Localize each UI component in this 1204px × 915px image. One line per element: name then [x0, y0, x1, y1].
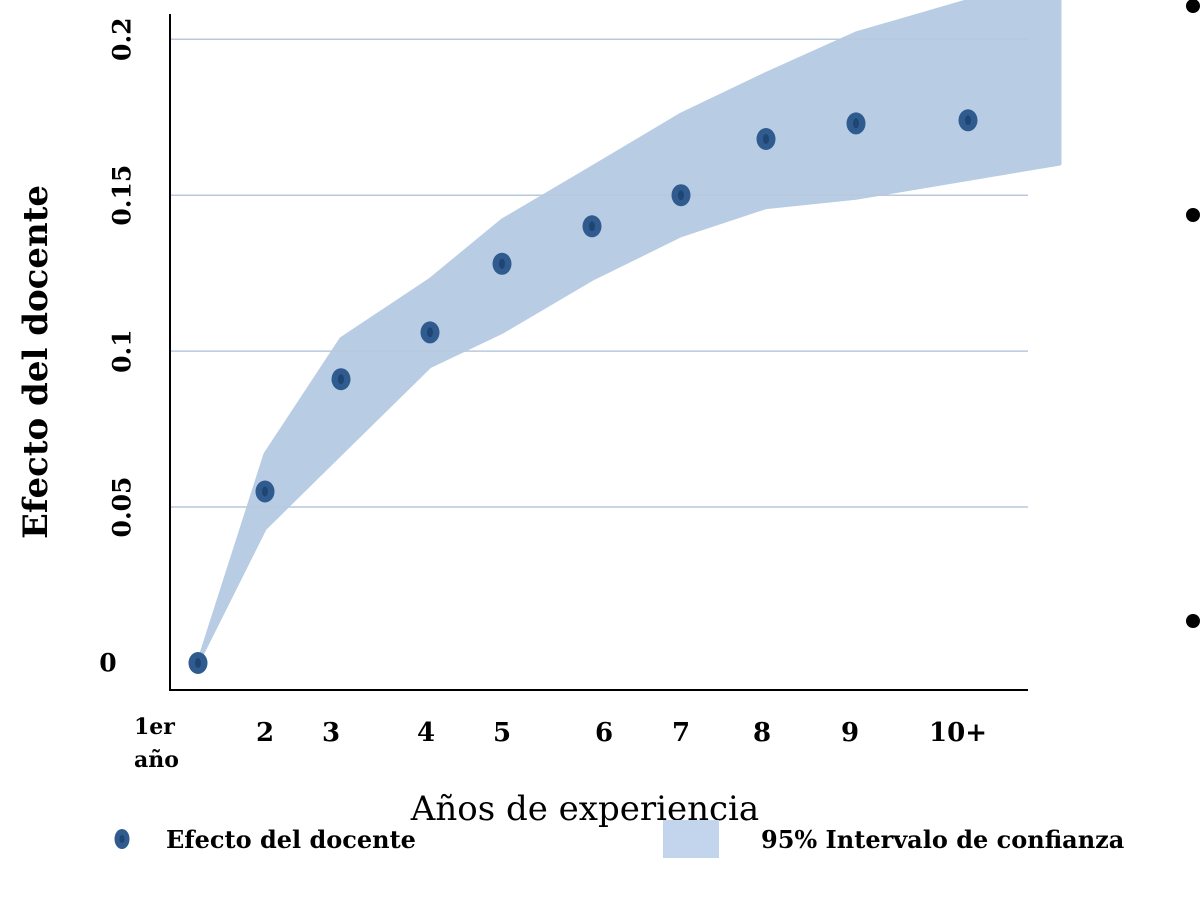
data-point-core — [853, 118, 859, 129]
x-tick-label: 8 — [753, 718, 771, 748]
x-tick-label: 4 — [417, 718, 435, 748]
y-tick-label: 0.1 — [108, 329, 137, 373]
axes — [169, 14, 1028, 691]
legend-band-swatch — [663, 820, 719, 858]
bullet-dot — [1186, 614, 1200, 628]
y-tick-label: 0.15 — [108, 165, 137, 226]
x-tick-label: 1er — [134, 714, 175, 740]
y-axis-label: Efecto del docente — [16, 185, 56, 539]
bullet-dot — [1186, 208, 1200, 222]
x-tick-label: 6 — [595, 718, 613, 748]
slide-bullets — [1186, 0, 1200, 628]
x-tick-label: 2 — [256, 718, 274, 748]
y-tick-label: 0.2 — [108, 17, 137, 61]
data-point-core — [338, 374, 344, 385]
x-tick-label: 3 — [322, 718, 340, 748]
x-tick-labels: 1er año 2 3 4 5 6 7 8 9 10+ — [134, 714, 987, 773]
legend-dot-marker-core — [119, 835, 125, 843]
y-tick-label: 0 — [99, 649, 116, 678]
data-points — [188, 109, 978, 674]
data-point-core — [499, 258, 505, 269]
data-point-core — [678, 190, 684, 201]
data-point-core — [965, 115, 971, 126]
data-point-core — [589, 221, 595, 232]
data-point-core — [427, 327, 433, 338]
y-tick-labels: 0 0.05 0.1 0.15 0.2 — [99, 17, 136, 677]
bullet-dot — [1186, 0, 1200, 13]
legend: Efecto del docente 95% Intervalo de conf… — [114, 820, 1124, 858]
x-tick-label: 7 — [672, 718, 690, 748]
confidence-band — [196, 0, 1062, 665]
x-tick-label: 9 — [841, 718, 859, 748]
x-tick-label: año — [134, 747, 179, 773]
y-tick-label: 0.05 — [108, 477, 137, 538]
x-tick-label: 5 — [493, 718, 511, 748]
data-point-core — [763, 134, 769, 144]
x-tick-label: 10+ — [929, 718, 987, 748]
gridlines — [170, 38, 1028, 508]
data-point-core — [262, 486, 268, 497]
confidence-band-layer — [196, 0, 1062, 665]
legend-label-effect: Efecto del docente — [166, 825, 416, 854]
data-point-core — [195, 658, 201, 668]
legend-label-interval: 95% Intervalo de confianza — [761, 825, 1124, 854]
